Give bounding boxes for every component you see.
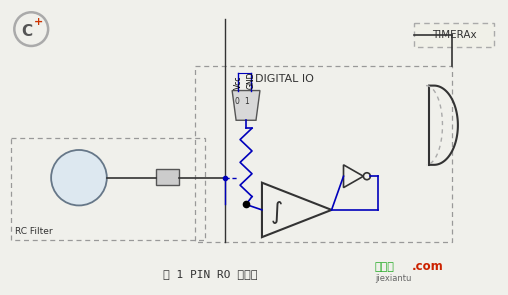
Text: TIMERAx: TIMERAx <box>432 30 476 40</box>
Text: C: C <box>22 24 33 39</box>
Text: DIGITAL IO: DIGITAL IO <box>255 74 314 84</box>
Text: $\int$: $\int$ <box>270 199 283 226</box>
Text: 图 1 PIN RO 原理图: 图 1 PIN RO 原理图 <box>163 269 258 279</box>
Text: +: + <box>34 17 43 27</box>
Polygon shape <box>232 91 260 120</box>
Text: 0: 0 <box>235 97 240 106</box>
Text: jiexiantu: jiexiantu <box>375 274 411 283</box>
Text: 1: 1 <box>245 97 249 106</box>
Text: GND: GND <box>246 71 256 88</box>
Text: .com: .com <box>412 260 444 273</box>
Circle shape <box>51 150 107 205</box>
Text: Vcc: Vcc <box>234 75 243 88</box>
Text: RC Filter: RC Filter <box>15 227 53 236</box>
Polygon shape <box>155 169 179 185</box>
Text: 接线图: 接线图 <box>374 262 394 272</box>
FancyBboxPatch shape <box>414 23 494 47</box>
